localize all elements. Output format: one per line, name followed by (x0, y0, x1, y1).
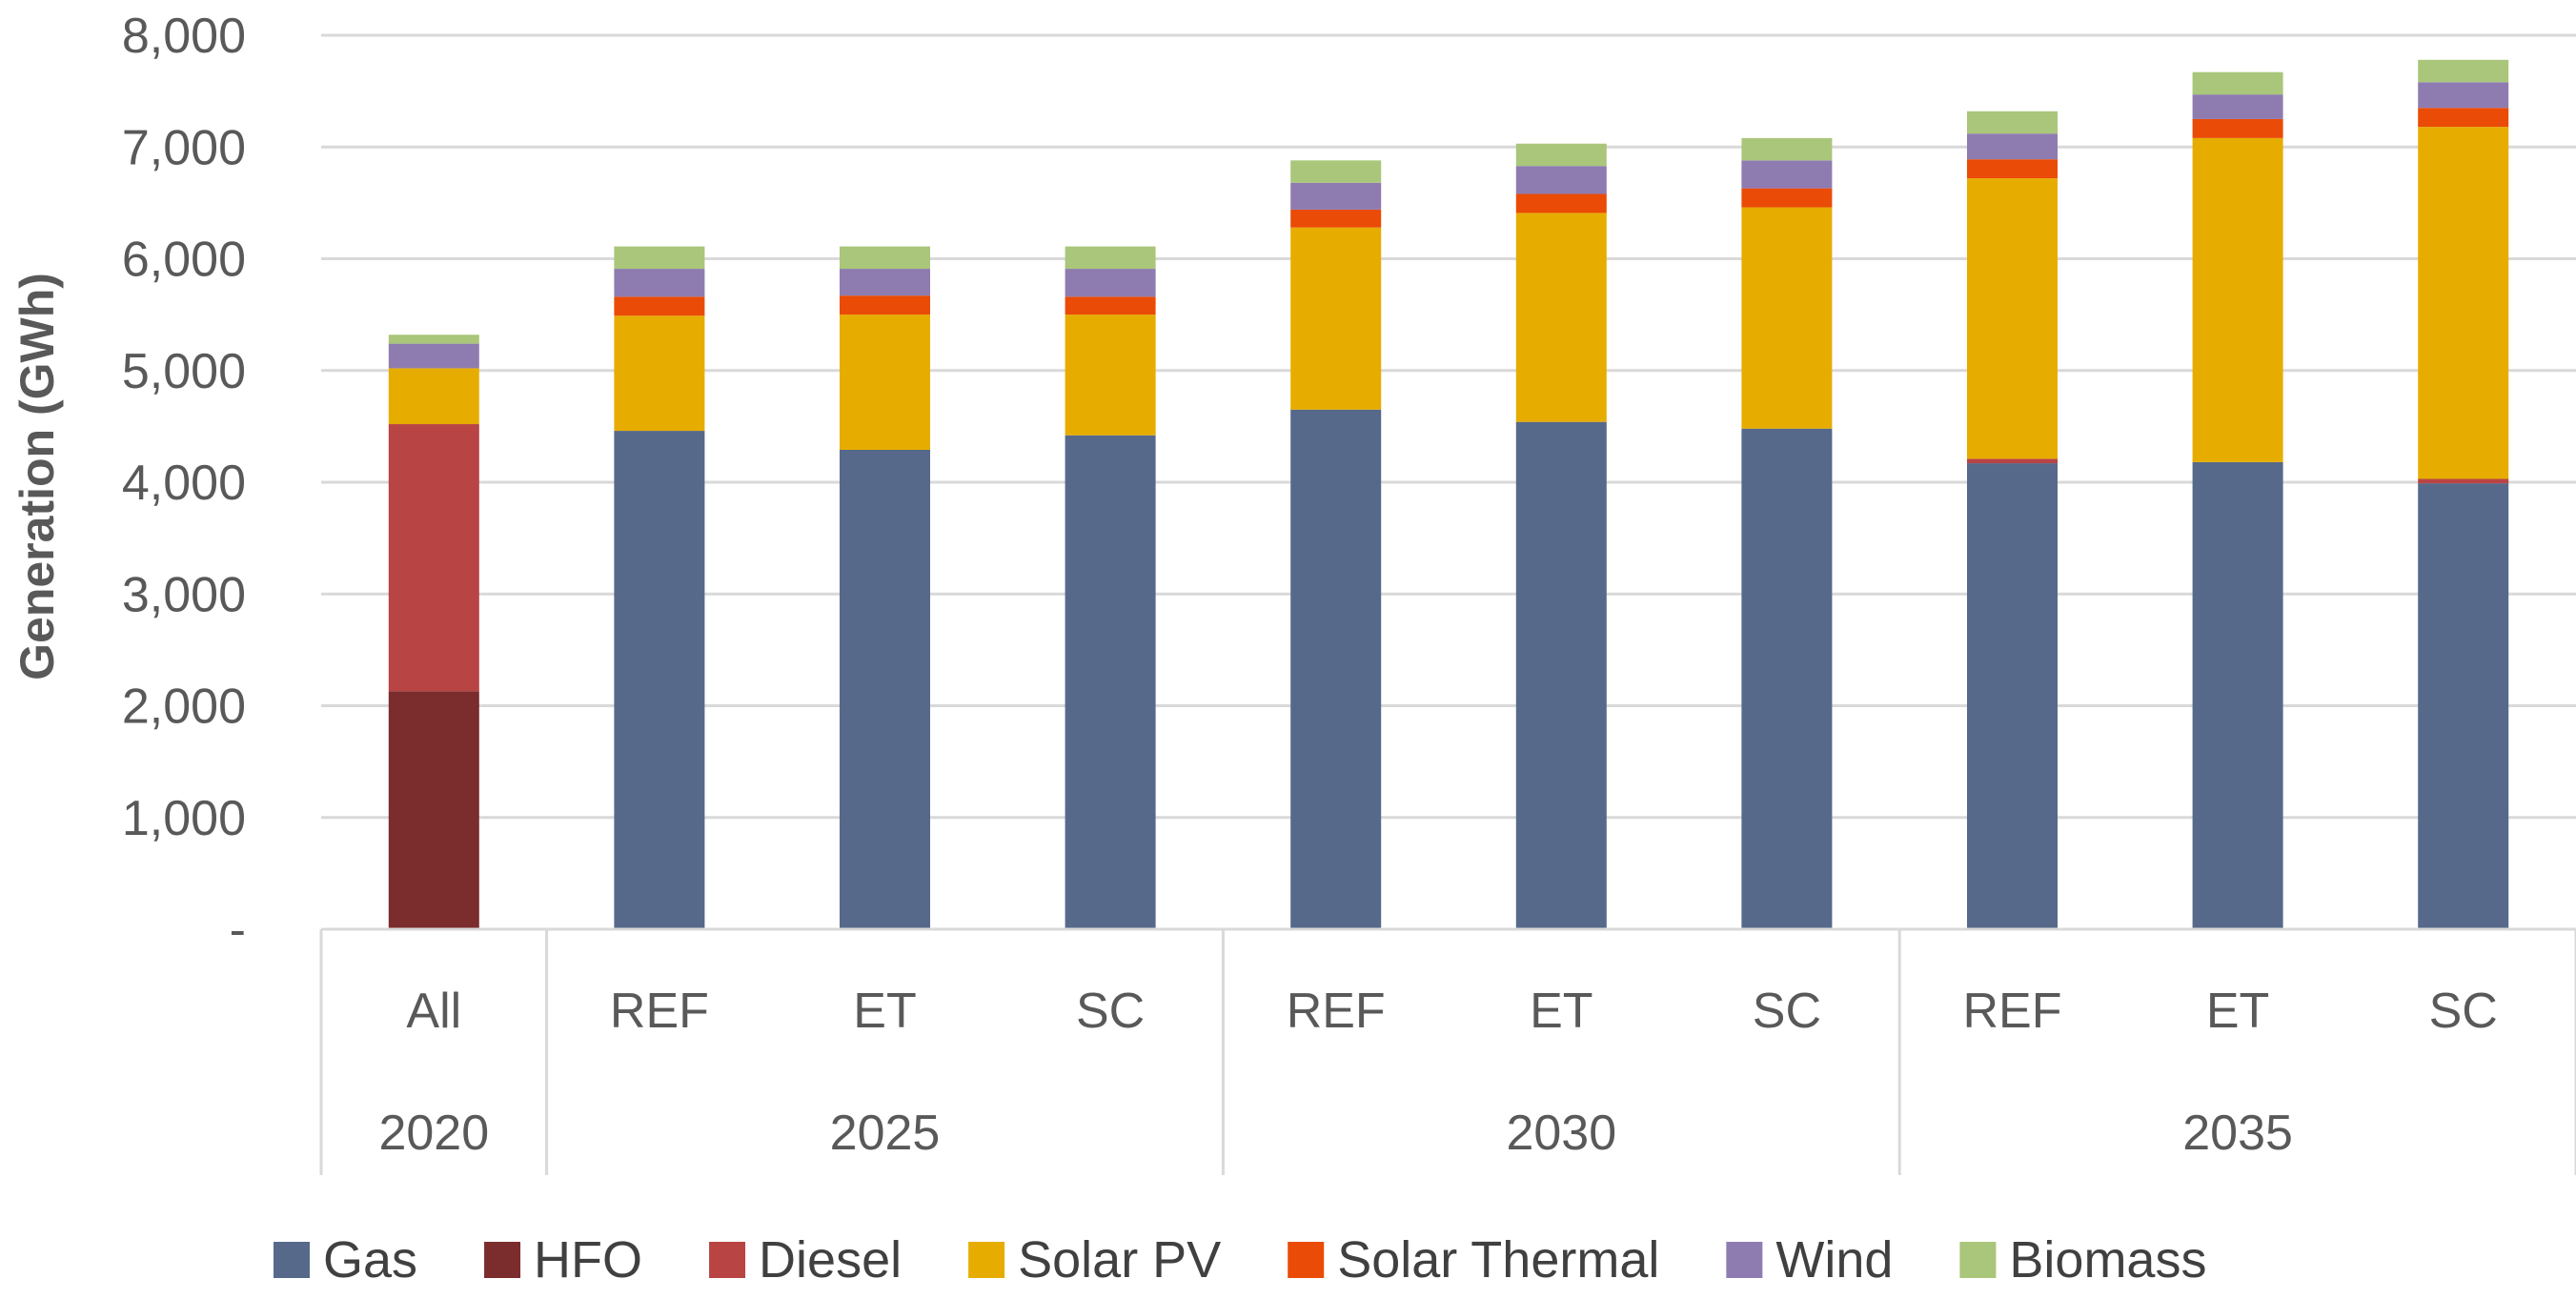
bar-gas-7 (1967, 463, 2058, 929)
bar-diesel-0 (388, 424, 479, 692)
bar-wind-0 (388, 343, 479, 369)
legend-label-gas: Gas (323, 1231, 417, 1289)
bars (388, 59, 2509, 930)
y-axis-ticks: - 1,000 2,000 3,000 4,000 5,000 6,000 7,000 8,00… (122, 9, 246, 958)
bar-solar-thermal-5 (1515, 193, 1607, 213)
bar-solar-thermal-8 (2192, 118, 2283, 138)
bar-wind-9 (2418, 82, 2509, 109)
legend-swatch-wind (1726, 1242, 1763, 1278)
bar-biomass-2 (840, 246, 930, 270)
legend-swatch-solar-thermal (1288, 1242, 1325, 1278)
bar-solar-thermal-9 (2418, 108, 2509, 128)
bar-solar-pv-9 (2418, 127, 2509, 479)
y-tick-label: - (230, 903, 246, 958)
bar-solar-thermal-7 (1967, 159, 2058, 179)
bar-wind-6 (1741, 160, 1833, 189)
bar-biomass-0 (388, 335, 479, 344)
bar-solar-pv-5 (1515, 213, 1607, 422)
bar-hfo-0 (388, 691, 479, 929)
legend-swatch-biomass (1959, 1242, 1997, 1278)
bar-solar-pv-0 (388, 368, 479, 425)
x-group-label: 2030 (1506, 1106, 1616, 1161)
bar-wind-3 (1065, 269, 1156, 297)
x-category-label: SC (1753, 984, 1821, 1039)
y-tick-label: 5,000 (122, 344, 246, 399)
x-category-label: SC (2429, 984, 2498, 1039)
bar-gas-5 (1515, 421, 1607, 929)
bar-wind-8 (2192, 94, 2283, 119)
bar-biomass-3 (1065, 246, 1156, 270)
x-category-label: ET (1530, 984, 1592, 1039)
x-group-label: 2020 (378, 1106, 489, 1161)
bar-solar-thermal-1 (614, 296, 705, 316)
bar-wind-5 (1515, 166, 1607, 194)
bar-wind-7 (1967, 133, 2058, 160)
bar-solar-pv-3 (1065, 315, 1156, 436)
bar-solar-pv-1 (614, 315, 705, 432)
x-category-label: REF (610, 984, 709, 1039)
x-category-label: SC (1076, 984, 1145, 1039)
bar-solar-pv-4 (1290, 227, 1382, 410)
legend-swatch-solar-pv (968, 1242, 1005, 1278)
bar-gas-9 (2418, 483, 2509, 929)
x-category-label: REF (1963, 984, 2062, 1039)
bar-gas-4 (1290, 409, 1382, 930)
y-tick-label: 6,000 (122, 233, 246, 288)
x-category-label: All (406, 984, 461, 1039)
bar-solar-thermal-4 (1290, 209, 1382, 228)
bar-biomass-9 (2418, 59, 2509, 83)
bar-wind-4 (1290, 182, 1382, 210)
bar-gas-8 (2192, 461, 2283, 929)
bar-solar-thermal-6 (1741, 188, 1833, 208)
legend-swatch-hfo (484, 1242, 521, 1278)
x-axis: All REF ET SC REF ET SC REF ET SC 2020 2025 2030 2035 (319, 927, 2576, 1175)
legend-label-biomass: Biomass (2009, 1231, 2206, 1289)
legend-label-solar-thermal: Solar Thermal (1337, 1231, 1659, 1289)
y-tick-label: 4,000 (122, 456, 246, 511)
bar-solar-pv-8 (2192, 137, 2283, 462)
legend-label-diesel: Diesel (759, 1231, 902, 1289)
bar-biomass-7 (1967, 111, 2058, 134)
bar-biomass-4 (1290, 160, 1382, 183)
bar-solar-pv-2 (840, 315, 930, 450)
bar-biomass-1 (614, 246, 705, 270)
y-tick-label: 2,000 (122, 680, 246, 735)
x-category-label: ET (2206, 984, 2269, 1039)
bar-biomass-6 (1741, 137, 1833, 161)
legend-swatch-gas (274, 1242, 310, 1278)
bar-diesel-9 (2418, 478, 2509, 484)
bar-biomass-8 (2192, 71, 2283, 95)
x-group-label: 2035 (2182, 1106, 2293, 1161)
x-category-label: ET (853, 984, 916, 1039)
y-tick-label: 8,000 (122, 9, 246, 64)
legend-swatch-diesel (709, 1242, 746, 1278)
bar-solar-thermal-3 (1065, 296, 1156, 315)
bar-solar-thermal-2 (840, 295, 930, 315)
legend-label-solar-pv: Solar PV (1018, 1231, 1221, 1289)
legend-label-hfo: HFO (534, 1231, 642, 1289)
bar-wind-2 (840, 269, 930, 296)
legend: Gas HFO Diesel Solar PV Solar Thermal Wind Bio… (274, 1231, 2206, 1289)
bar-gas-6 (1741, 428, 1833, 930)
bar-gas-3 (1065, 435, 1156, 929)
bar-solar-pv-6 (1741, 207, 1833, 429)
bar-gas-1 (614, 431, 705, 929)
bar-diesel-7 (1967, 458, 2058, 464)
y-axis-title: Generation (GWh) (10, 273, 64, 680)
bar-wind-1 (614, 269, 705, 297)
y-tick-label: 3,000 (122, 567, 246, 622)
legend-label-wind: Wind (1775, 1231, 1893, 1289)
bar-biomass-5 (1515, 143, 1607, 167)
y-tick-label: 1,000 (122, 791, 246, 846)
bar-gas-2 (840, 449, 930, 929)
x-group-label: 2025 (830, 1106, 941, 1161)
y-tick-label: 7,000 (122, 120, 246, 175)
bar-solar-pv-7 (1967, 178, 2058, 459)
x-category-label: REF (1287, 984, 1386, 1039)
